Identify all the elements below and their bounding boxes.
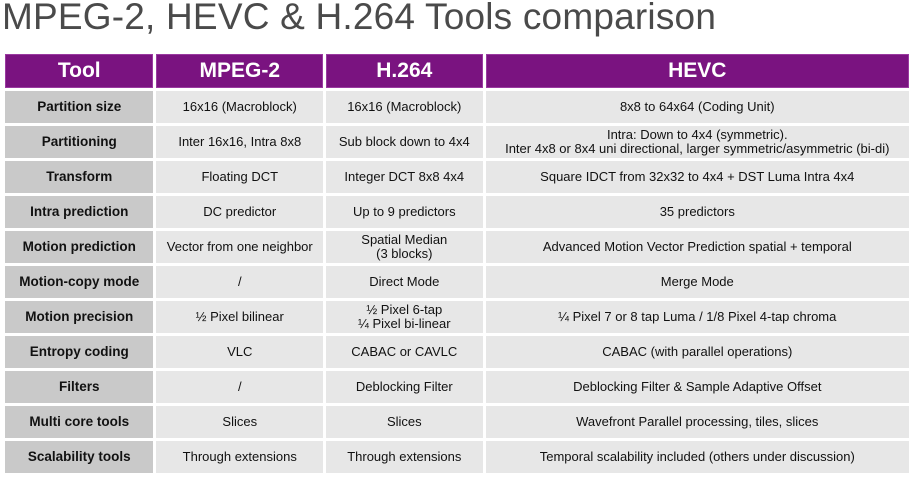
cell-text-line: Floating DCT [201,169,279,184]
cell-text-line: Advanced Motion Vector Prediction spatia… [542,239,852,254]
table-row: Motion precision ½ Pixel bilinear ½ Pixel … [5,301,909,333]
hevc-cell: Square IDCT from 32x32 to 4x4 + DST Luma… [485,161,909,193]
mpeg2-cell: Slices [156,406,324,438]
cell-text-line: (3 blocks) [376,246,433,261]
tool-name-cell: Entropy coding [5,336,154,368]
hevc-cell: Temporal scalability included (others un… [485,441,909,473]
hevc-cell: 35 predictors [485,196,909,228]
header-row: Tool MPEG-2 H.264 HEVC [5,54,909,88]
table-row: Entropy coding VLC CABAC or CAVLC CABAC (wi… [5,336,909,368]
cell-text-line: DC predictor [203,204,277,219]
cell-text-line: 16x16 (Macroblock) [182,99,297,114]
mpeg2-cell: / [156,266,324,298]
h264-cell: Integer DCT 8x8 4x4 [326,161,483,193]
tool-name-cell: Partition size [5,91,154,123]
mpeg2-cell: / [156,371,324,403]
hevc-cell: Merge Mode [485,266,909,298]
tool-name-cell: Filters [5,371,154,403]
table-row: Scalability tools Through extensions Throu… [5,441,909,473]
tool-name-cell: Partitioning [5,126,154,158]
header-h264: H.264 [326,54,483,88]
cell-text-line: Vector from one neighbor [166,239,313,254]
h264-cell: Through extensions [326,441,483,473]
tool-name-cell: Multi core tools [5,406,154,438]
header-hevc: HEVC [485,54,909,88]
mpeg2-cell: DC predictor [156,196,324,228]
mpeg2-cell: Inter 16x16, Intra 8x8 [156,126,324,158]
hevc-cell: Intra: Down to 4x4 (symmetric). Inter 4x8… [485,126,909,158]
table-row: Multi core tools Slices Slices Wavefront Pa… [5,406,909,438]
cell-text-line: Deblocking Filter & Sample Adaptive Offs… [573,379,822,394]
mpeg2-cell: Through extensions [156,441,324,473]
page-title: MPEG-2, HEVC & H.264 Tools comparison [2,0,717,37]
mpeg2-cell: Floating DCT [156,161,324,193]
table-row: Motion prediction Vector from one neighbo… [5,231,909,263]
h264-cell: ½ Pixel 6-tap ¼ Pixel bi-linear [326,301,483,333]
mpeg2-cell: ½ Pixel bilinear [156,301,324,333]
table-row: Motion-copy mode / Direct Mode Merge Mode [5,266,909,298]
table-row: Transform Floating DCT Integer DCT 8x8 4x4… [5,161,909,193]
cell-text-line: Wavefront Parallel processing, tiles, sl… [576,414,819,429]
h264-cell: Spatial Median (3 blocks) [326,231,483,263]
cell-text-line: CABAC or CAVLC [351,344,458,359]
cell-text-line: VLC [227,344,253,359]
hevc-cell: 8x8 to 64x64 (Coding Unit) [485,91,909,123]
cell-text-line: Slices [222,414,258,429]
cell-text-line: Through extensions [182,449,297,464]
cell-text-line: Temporal scalability included (others un… [539,449,855,464]
cell-text-line: Inter 16x16, Intra 8x8 [178,134,302,149]
h264-cell: Direct Mode [326,266,483,298]
cell-text-line: CABAC (with parallel operations) [602,344,793,359]
mpeg2-cell: Vector from one neighbor [156,231,324,263]
header-tool: Tool [5,54,154,88]
cell-text-line: Slices [386,414,422,429]
hevc-cell: Wavefront Parallel processing, tiles, sl… [485,406,909,438]
h264-cell: Up to 9 predictors [326,196,483,228]
table-row: Filters / Deblocking Filter Deblocking Filt… [5,371,909,403]
cell-text-line: ¼ Pixel 7 or 8 tap Luma / 1/8 Pixel 4-ta… [558,309,837,324]
mpeg2-cell: 16x16 (Macroblock) [156,91,324,123]
hevc-cell: Deblocking Filter & Sample Adaptive Offs… [485,371,909,403]
tool-name-cell: Transform [5,161,154,193]
cell-text-line: ½ Pixel bilinear [195,309,284,324]
hevc-cell: Advanced Motion Vector Prediction spatia… [485,231,909,263]
cell-text-line: Integer DCT 8x8 4x4 [344,169,465,184]
cell-text-line: Inter 4x8 or 8x4 uni directional, larger… [505,141,890,156]
cell-text-line: Spatial Median [361,232,448,247]
hevc-cell: CABAC (with parallel operations) [485,336,909,368]
cell-text-line: / [237,274,242,289]
tool-name-cell: Intra prediction [5,196,154,228]
table-row: Partition size 16x16 (Macroblock) 16x16 (M… [5,91,909,123]
table-row: Partitioning Inter 16x16, Intra 8x8 Sub bl… [5,126,909,158]
cell-text-line: ¼ Pixel bi-linear [358,316,451,331]
cell-text-line: 8x8 to 64x64 (Coding Unit) [619,99,775,114]
cell-text-line: 16x16 (Macroblock) [347,99,462,114]
h264-cell: Deblocking Filter [326,371,483,403]
h264-cell: 16x16 (Macroblock) [326,91,483,123]
h264-cell: Sub block down to 4x4 [326,126,483,158]
cell-text-line: Deblocking Filter [355,379,453,394]
cell-text-line: Up to 9 predictors [352,204,456,219]
table-row: Intra prediction DC predictor Up to 9 pred… [5,196,909,228]
cell-text-line: Merge Mode [660,274,734,289]
hevc-cell: ¼ Pixel 7 or 8 tap Luma / 1/8 Pixel 4-ta… [485,301,909,333]
tool-name-cell: Motion prediction [5,231,154,263]
comparison-table: Tool MPEG-2 H.264 HEVC Partition size 16x… [2,51,912,476]
cell-text-line: Intra: Down to 4x4 (symmetric). [606,127,788,142]
cell-text-line: 35 predictors [659,204,735,219]
cell-text-line: Square IDCT from 32x32 to 4x4 + DST Luma… [540,169,855,184]
cell-text-line: ½ Pixel 6-tap [366,302,443,317]
tool-name-cell: Motion-copy mode [5,266,154,298]
h264-cell: Slices [326,406,483,438]
tool-name-cell: Motion precision [5,301,154,333]
tool-name-cell: Scalability tools [5,441,154,473]
cell-text-line: Direct Mode [369,274,440,289]
cell-text-line: Through extensions [347,449,462,464]
cell-text-line: Sub block down to 4x4 [338,134,470,149]
mpeg2-cell: VLC [156,336,324,368]
h264-cell: CABAC or CAVLC [326,336,483,368]
cell-text-line: / [237,379,242,394]
table-body: Partition size 16x16 (Macroblock) 16x16 (M… [5,91,909,473]
header-mpeg2: MPEG-2 [156,54,324,88]
